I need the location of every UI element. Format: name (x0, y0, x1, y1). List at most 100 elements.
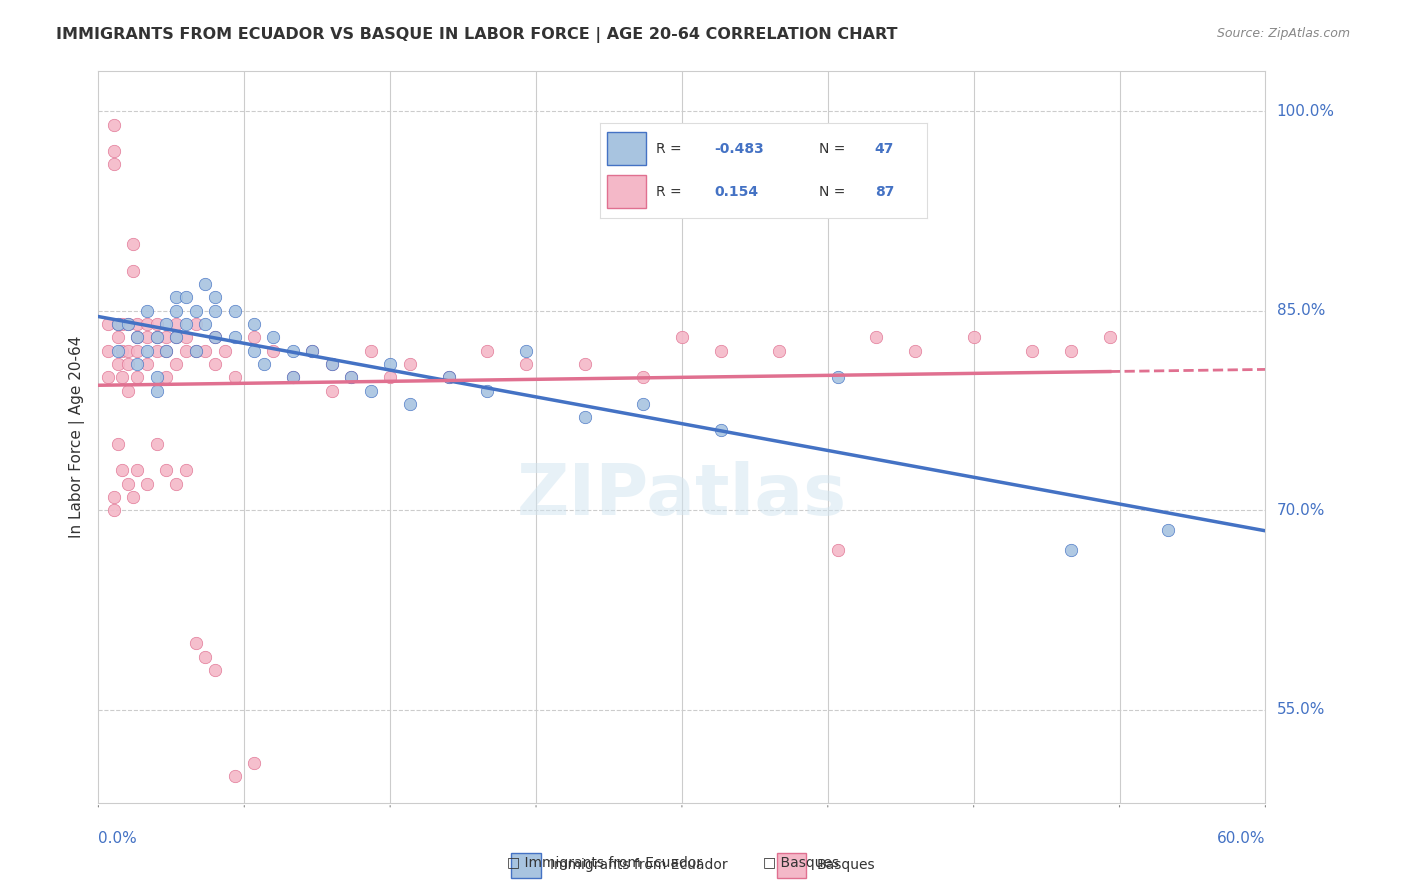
Text: Basques: Basques (815, 858, 875, 872)
Point (380, 357, 402, 371)
Point (827, 370, 849, 384)
Point (117, 476, 139, 491)
Point (710, 424, 733, 438)
Point (301, 343, 323, 358)
Text: 85.0%: 85.0% (1277, 303, 1324, 318)
Point (262, 343, 284, 358)
Point (97, 343, 120, 358)
Text: □ Immigrants from Ecuador: □ Immigrants from Ecuador (508, 855, 702, 870)
Point (136, 476, 159, 491)
Point (174, 343, 197, 358)
Point (194, 317, 217, 331)
Point (117, 317, 139, 331)
Point (165, 317, 187, 331)
Point (165, 303, 187, 318)
Point (127, 463, 149, 477)
Point (107, 317, 129, 331)
Point (281, 370, 304, 384)
Point (184, 343, 207, 358)
Point (194, 277, 217, 292)
Point (111, 370, 134, 384)
Point (204, 330, 226, 344)
Point (155, 370, 177, 384)
Point (515, 357, 537, 371)
Point (107, 357, 129, 371)
Point (127, 330, 149, 344)
Point (146, 343, 169, 358)
Point (103, 490, 125, 504)
Point (360, 384, 382, 398)
Point (107, 330, 129, 344)
Point (174, 463, 197, 477)
Point (184, 303, 207, 318)
Point (574, 357, 596, 371)
Point (146, 370, 169, 384)
Point (321, 357, 343, 371)
Point (97, 370, 120, 384)
Point (184, 343, 207, 358)
Point (710, 343, 733, 358)
Point (97, 317, 120, 331)
Point (224, 303, 246, 318)
Text: Immigrants from Ecuador: Immigrants from Ecuador (550, 858, 728, 872)
Point (214, 343, 236, 358)
Point (1060, 543, 1083, 558)
Point (103, 157, 125, 171)
Point (904, 343, 927, 358)
Point (117, 357, 139, 371)
Point (962, 330, 984, 344)
Point (155, 343, 177, 358)
Point (515, 343, 537, 358)
Point (136, 357, 159, 371)
Point (398, 357, 420, 371)
Point (155, 317, 177, 331)
Point (768, 343, 790, 358)
Point (301, 343, 323, 358)
Point (437, 370, 460, 384)
Point (107, 343, 129, 358)
Point (1021, 343, 1043, 358)
Point (155, 463, 177, 477)
Point (117, 343, 139, 358)
Point (103, 144, 125, 158)
Y-axis label: In Labor Force | Age 20-64: In Labor Force | Age 20-64 (69, 336, 84, 538)
Point (155, 343, 177, 358)
Point (165, 476, 187, 491)
Point (477, 384, 499, 398)
Point (340, 370, 363, 384)
Point (136, 330, 159, 344)
Point (127, 343, 149, 358)
FancyBboxPatch shape (778, 853, 807, 878)
Text: 60.0%: 60.0% (1218, 830, 1265, 846)
Point (111, 463, 134, 477)
Point (184, 636, 207, 650)
Point (174, 290, 197, 304)
Point (204, 290, 226, 304)
Point (136, 317, 159, 331)
Point (224, 769, 246, 783)
Point (281, 370, 304, 384)
Text: 70.0%: 70.0% (1277, 503, 1324, 517)
Point (194, 343, 217, 358)
Point (204, 330, 226, 344)
Point (103, 118, 125, 132)
Point (122, 264, 145, 278)
Point (107, 317, 129, 331)
Point (107, 436, 129, 450)
Text: 0.0%: 0.0% (98, 830, 138, 846)
Point (174, 317, 197, 331)
Point (204, 663, 226, 677)
Point (204, 303, 226, 318)
Point (146, 384, 169, 398)
Point (243, 317, 266, 331)
Point (477, 343, 499, 358)
Point (1098, 330, 1121, 344)
Point (281, 343, 304, 358)
Point (165, 330, 187, 344)
Point (398, 397, 420, 411)
Point (136, 303, 159, 318)
Point (360, 343, 382, 358)
Point (136, 343, 159, 358)
Point (184, 317, 207, 331)
Point (111, 343, 134, 358)
